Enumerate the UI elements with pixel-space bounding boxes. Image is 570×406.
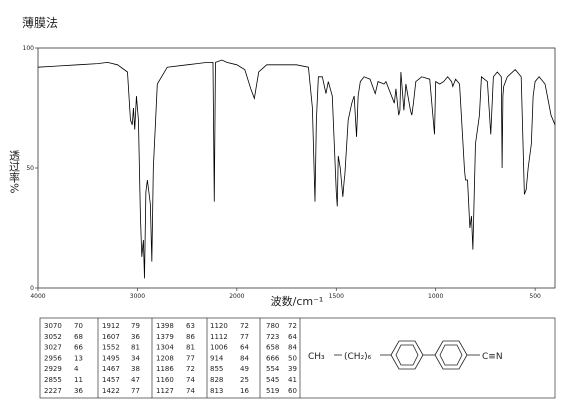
peak-wavenumber: 658	[266, 344, 279, 352]
peak-transmittance: 74	[186, 376, 195, 384]
structure-nitrile: C≡N	[482, 352, 503, 362]
structure-methyl: CH₃	[308, 352, 325, 362]
peak-wavenumber: 3052	[44, 333, 62, 341]
table-dividers	[97, 318, 301, 398]
peak-wavenumber: 1422	[102, 387, 120, 395]
peak-wavenumber: 545	[266, 376, 279, 384]
y-axis-label: 透过率%	[8, 150, 21, 194]
peak-wavenumber: 666	[266, 354, 280, 362]
peak-wavenumber: 1398	[156, 322, 174, 330]
y-tick-label: 100	[23, 45, 35, 52]
peak-transmittance: 64	[240, 344, 249, 352]
peak-wavenumber: 1467	[102, 365, 120, 373]
peak-wavenumber: 780	[266, 322, 279, 330]
peak-wavenumber: 3070	[44, 322, 62, 330]
x-tick-label: 1500	[329, 293, 344, 300]
peak-wavenumber: 914	[210, 354, 224, 362]
peak-transmittance: 36	[131, 333, 140, 341]
peak-transmittance: 68	[74, 333, 83, 341]
peak-wavenumber: 2227	[44, 387, 62, 395]
peak-transmittance: 72	[288, 322, 297, 330]
peak-wavenumber: 723	[266, 333, 279, 341]
peak-transmittance: 63	[186, 322, 195, 330]
peak-transmittance: 11	[74, 376, 83, 384]
peak-wavenumber: 3027	[44, 344, 62, 352]
peak-transmittance: 72	[240, 322, 249, 330]
peak-transmittance: 79	[131, 322, 140, 330]
peak-transmittance: 38	[131, 365, 140, 373]
peak-transmittance: 64	[288, 333, 297, 341]
peak-wavenumber: 1127	[156, 387, 174, 395]
peak-wavenumber: 1160	[156, 376, 174, 384]
peak-transmittance: 70	[74, 322, 83, 330]
peak-wavenumber: 813	[210, 387, 223, 395]
peak-transmittance: 39	[288, 365, 297, 373]
peak-wavenumber: 2855	[44, 376, 62, 384]
peak-wavenumber: 519	[266, 387, 279, 395]
peak-transmittance: 16	[240, 387, 249, 395]
peak-wavenumber: 2929	[44, 365, 62, 373]
peak-transmittance: 77	[131, 387, 140, 395]
x-tick-label: 2000	[229, 293, 244, 300]
peak-transmittance: 41	[288, 376, 297, 384]
peak-wavenumber: 1457	[102, 376, 120, 384]
peak-transmittance: 25	[240, 376, 249, 384]
peak-transmittance: 4	[74, 365, 79, 373]
x-tick-label: 1000	[428, 293, 443, 300]
x-tick-label: 500	[529, 293, 541, 300]
peak-wavenumber: 1379	[156, 333, 174, 341]
peak-wavenumber: 855	[210, 365, 223, 373]
peak-wavenumber: 2956	[44, 354, 62, 362]
peak-wavenumber: 828	[210, 376, 223, 384]
peak-wavenumber: 1112	[210, 333, 228, 341]
peak-transmittance: 60	[288, 387, 297, 395]
peak-transmittance: 36	[74, 387, 83, 395]
peak-transmittance: 13	[74, 354, 83, 362]
peak-transmittance: 47	[131, 376, 140, 384]
peak-transmittance: 50	[288, 354, 297, 362]
x-tick-label: 3000	[130, 293, 145, 300]
peak-transmittance: 77	[240, 333, 249, 341]
peak-wavenumber: 1186	[156, 365, 174, 373]
structure-chain: (CH₂)₆	[344, 352, 372, 362]
peak-wavenumber: 1208	[156, 354, 174, 362]
y-tick-label: 50	[26, 165, 34, 172]
peak-wavenumber: 1495	[102, 354, 120, 362]
peak-transmittance: 77	[186, 354, 195, 362]
peak-transmittance: 84	[288, 344, 297, 352]
peak-wavenumber: 1304	[156, 344, 174, 352]
table-frame	[39, 317, 556, 399]
peak-transmittance: 84	[240, 354, 249, 362]
peak-transmittance: 86	[186, 333, 195, 341]
x-axis-label: 波数/cm⁻¹	[271, 295, 324, 308]
peak-transmittance: 74	[186, 387, 195, 395]
peak-wavenumber: 1120	[210, 322, 228, 330]
plot-frame	[37, 47, 556, 289]
peak-transmittance: 49	[240, 365, 249, 373]
peak-transmittance: 81	[131, 344, 140, 352]
peak-wavenumber: 1552	[102, 344, 120, 352]
peak-wavenumber: 554	[266, 365, 280, 373]
peak-wavenumber: 1006	[210, 344, 228, 352]
y-tick-label: 0	[30, 285, 34, 292]
chart-title: 薄膜法	[22, 15, 58, 30]
x-tick-label: 4000	[30, 293, 45, 300]
spectrum-line	[37, 59, 556, 279]
peak-transmittance: 72	[186, 365, 195, 373]
structure-drawing	[334, 340, 480, 370]
peak-wavenumber: 1912	[102, 322, 120, 330]
peak-transmittance: 81	[186, 344, 195, 352]
peak-transmittance: 66	[74, 344, 83, 352]
peak-wavenumber: 1607	[102, 333, 120, 341]
peak-transmittance: 34	[131, 354, 140, 362]
